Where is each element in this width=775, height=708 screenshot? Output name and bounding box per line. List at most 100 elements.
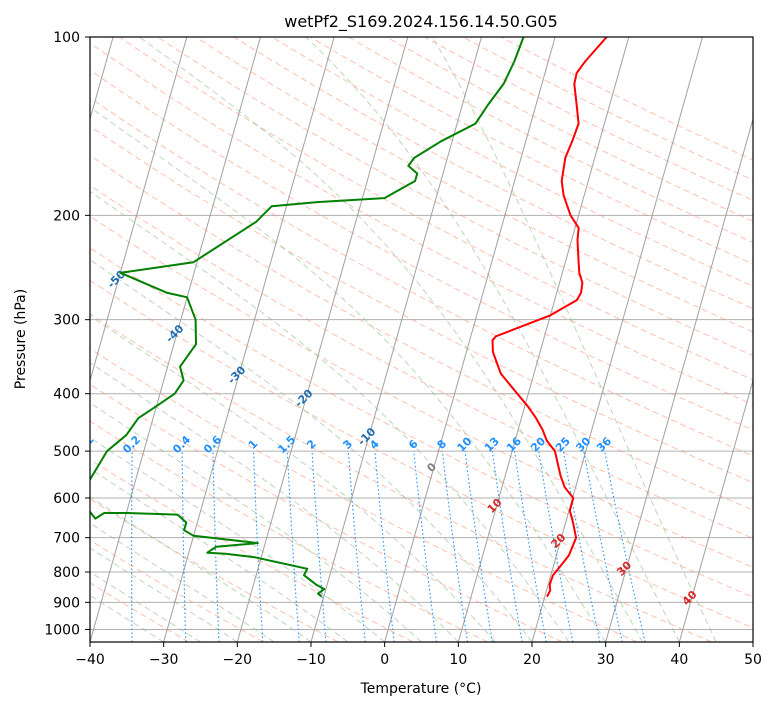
y-tick-label: 100 xyxy=(53,30,80,46)
y-tick-label: 200 xyxy=(53,208,80,224)
mixing-ratio-label: 1 xyxy=(246,437,261,452)
moist-adiabat xyxy=(139,37,643,642)
moist-adiabat xyxy=(432,37,717,642)
dry-adiabat xyxy=(90,420,488,642)
mixing-ratio-line xyxy=(131,451,133,642)
x-tick-label: 50 xyxy=(744,652,762,668)
mixing-ratio-label: 0.1 xyxy=(73,433,96,456)
mixing-ratio-line xyxy=(347,451,366,642)
dry-adiabat xyxy=(90,184,753,539)
dry-adiabat xyxy=(90,383,563,642)
dry-adiabat xyxy=(90,539,264,642)
mixing-ratio-line xyxy=(604,450,646,642)
moist-adiabat xyxy=(90,437,386,642)
isotherms xyxy=(90,37,753,642)
dry-adiabat xyxy=(385,37,753,222)
moist-adiabat xyxy=(90,315,496,642)
dry-adiabat xyxy=(423,37,753,201)
isotherm-line xyxy=(310,37,482,642)
dry-adiabat xyxy=(90,582,190,642)
mixing-ratio-line xyxy=(491,451,523,642)
moist-adiabat xyxy=(90,496,312,642)
dry-adiabat xyxy=(90,215,753,568)
moist-adiabat xyxy=(90,402,422,642)
warm-isotherm-label: 20 xyxy=(548,531,568,551)
moist-adiabat xyxy=(90,362,459,642)
y-tick-label: 800 xyxy=(53,565,80,581)
isotherm-line xyxy=(678,378,753,642)
profile-series xyxy=(90,37,608,598)
dry-adiabat xyxy=(90,69,753,431)
x-tick-label: 30 xyxy=(597,652,615,668)
mixing-ratio-label: 0.4 xyxy=(170,433,193,456)
mixing-ratio-label: 4 xyxy=(367,437,382,452)
x-tick-label: −40 xyxy=(75,652,105,668)
x-tick-label: 40 xyxy=(670,652,688,668)
moist-adiabat xyxy=(90,259,533,642)
mixing-ratio-label: 8 xyxy=(435,437,450,452)
y-tick-label: 900 xyxy=(53,595,80,611)
y-axis-ticks: 1000 900 800 700 600 500 400 300 200 100 xyxy=(44,30,90,638)
moist-adiabat xyxy=(90,190,570,642)
x-tick-label: −10 xyxy=(296,652,326,668)
dry-adiabat xyxy=(90,247,753,598)
dry-adiabat xyxy=(90,97,753,457)
isotherm-line xyxy=(236,37,409,642)
mixing-ratio-line xyxy=(464,451,493,642)
x-tick-label: −30 xyxy=(149,652,179,668)
dry-adiabat xyxy=(309,37,753,265)
isotherm-line xyxy=(384,37,556,642)
x-tick-label: 0 xyxy=(380,652,389,668)
isotherm-line xyxy=(752,640,753,642)
isotherm-line xyxy=(605,117,753,642)
x-tick-label: −20 xyxy=(223,652,253,668)
y-tick-label: 300 xyxy=(53,313,80,329)
y-tick-label: 400 xyxy=(53,387,80,403)
y-tick-label: 700 xyxy=(53,531,80,547)
mixing-ratio-line xyxy=(513,451,547,642)
dry-adiabat xyxy=(194,37,753,333)
x-axis-ticks: −40 −30 −20 −10 0 10 20 30 40 50 xyxy=(75,642,762,668)
isotherm-label: -40 xyxy=(163,322,186,345)
mixing-ratio-line xyxy=(583,451,623,642)
warm-isotherm-label: 30 xyxy=(614,558,634,578)
dry-adiabat xyxy=(90,279,753,629)
dry-adiabat xyxy=(90,348,638,642)
dry-adiabat xyxy=(118,37,753,381)
mixing-ratio-line xyxy=(413,451,437,642)
y-tick-label: 500 xyxy=(53,444,80,460)
x-tick-label: 10 xyxy=(449,652,467,668)
isotherm-label-zero: 0 xyxy=(424,460,439,475)
dry-adiabat xyxy=(156,37,753,357)
mixing-ratio-label: 6 xyxy=(406,437,421,452)
pressure-gridlines xyxy=(90,37,753,630)
x-tick-label: 20 xyxy=(523,652,541,668)
moist-adiabat xyxy=(90,547,238,642)
isotherm-line xyxy=(90,37,188,383)
temperature-line xyxy=(491,37,608,598)
plot-area: -100-90-80-70-60-50-40-30-20-10010203040… xyxy=(0,37,753,642)
warm-isotherm-label: 10 xyxy=(485,496,505,516)
isotherm-line xyxy=(90,37,261,642)
mixing-ratio-label: 13 xyxy=(482,435,502,455)
isotherm-line xyxy=(457,37,630,642)
chart-title: wetPf2_S169.2024.156.14.50.G05 xyxy=(284,12,558,32)
isotherm-line xyxy=(163,37,335,642)
isotherm-label: -70 xyxy=(0,171,8,194)
mixing-ratio-lines xyxy=(82,450,646,642)
y-tick-label: 600 xyxy=(53,491,80,507)
plot-frame xyxy=(89,36,754,643)
dewpoint-line xyxy=(90,37,525,598)
moist-adiabat xyxy=(90,468,349,642)
y-tick-label: 1000 xyxy=(44,622,80,638)
y-axis-label: Pressure (hPa) xyxy=(13,289,29,389)
moist-adiabat xyxy=(90,522,275,642)
moist-adiabat xyxy=(90,106,607,642)
dry-adiabats xyxy=(90,37,753,642)
warm-isotherm-label: 40 xyxy=(680,588,700,608)
x-axis-label: Temperature (°C) xyxy=(360,681,482,697)
dry-adiabat xyxy=(90,313,712,642)
mixing-ratio-line xyxy=(82,451,86,642)
dry-adiabat xyxy=(271,37,753,287)
